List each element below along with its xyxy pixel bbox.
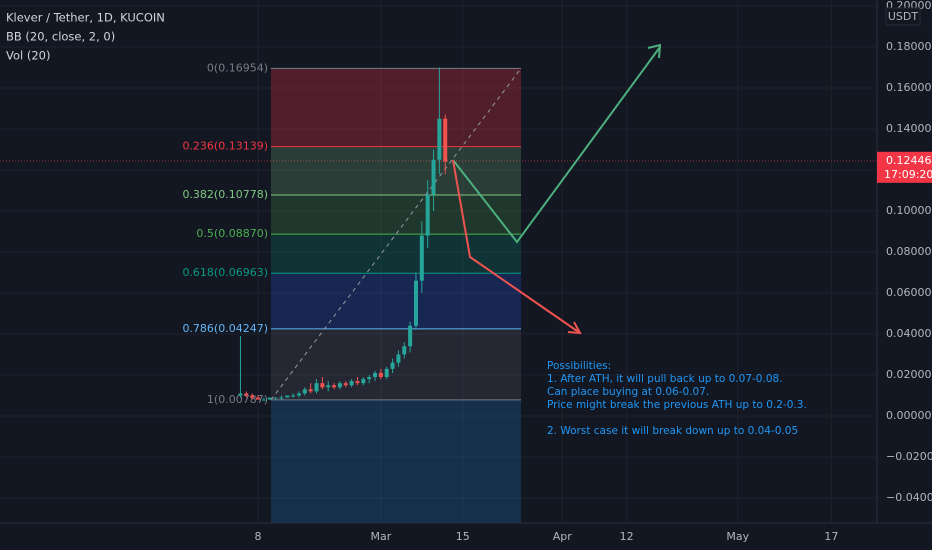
- x-tick-label: May: [726, 530, 749, 543]
- fib-band: [271, 234, 521, 274]
- candle-body: [279, 397, 284, 399]
- countdown: 17:09:20: [884, 168, 932, 181]
- fib-band: [271, 399, 521, 523]
- candle-body: [314, 383, 319, 392]
- y-tick-label: −0.02000: [886, 450, 932, 463]
- candles: [238, 67, 448, 401]
- candle-body: [267, 397, 272, 400]
- annotation-line: 1. After ATH, it will pull back up to 0.…: [547, 373, 783, 385]
- annotation-line: Possibilities:: [547, 360, 611, 372]
- fib-band: [271, 273, 521, 329]
- arrows: [452, 43, 662, 335]
- candle-body: [373, 372, 378, 378]
- candle-body: [308, 389, 313, 392]
- arrow-head: [567, 321, 582, 335]
- annotation-line: Price might break the previous ATH up to…: [547, 399, 807, 411]
- currency-box: [885, 7, 921, 26]
- y-tick-label: 0.16000: [886, 81, 932, 94]
- candle-body: [437, 118, 442, 160]
- candle-body: [425, 194, 430, 236]
- y-tick-label: 0.20000: [886, 0, 932, 12]
- price-axis: [877, 0, 932, 550]
- candle-body: [413, 280, 418, 326]
- x-tick-label: 15: [456, 530, 470, 543]
- candle-body: [332, 385, 337, 388]
- x-tick-label: Mar: [370, 530, 391, 543]
- candle-body: [443, 118, 448, 162]
- y-tick-label: 0.00000: [886, 409, 932, 422]
- y-tick-label: 0.14000: [886, 122, 932, 135]
- candle-body: [355, 381, 360, 384]
- candle-body: [384, 368, 389, 378]
- annotation-line: 2. Worst case it will break down up to 0…: [547, 425, 798, 437]
- arrow-head: [647, 43, 662, 59]
- y-tick-label: 0.08000: [886, 245, 932, 258]
- fib-label: 0(0.16954): [207, 61, 268, 74]
- currency: USDT: [888, 10, 919, 23]
- last-price-label: 0.12446: [886, 154, 932, 167]
- fib-band: [271, 328, 521, 400]
- candle-body: [250, 395, 255, 398]
- fib-label: 0.382(0.10778): [182, 188, 268, 201]
- x-tick-label: 17: [824, 530, 838, 543]
- candle-body: [326, 385, 331, 388]
- candle-body: [320, 383, 325, 388]
- candle-body: [337, 383, 342, 388]
- fib-label: 0.618(0.06963): [182, 266, 268, 279]
- candle-body: [285, 395, 290, 398]
- candle-body: [408, 325, 413, 347]
- bear-path: [452, 159, 581, 334]
- candle-body: [256, 397, 261, 400]
- fib-label: 0.236(0.13139): [182, 140, 268, 153]
- y-tick-label: 0.04000: [886, 327, 932, 340]
- annotation-line: Can place buying at 0.06-0.07.: [547, 386, 709, 398]
- fib-trend: [270, 68, 522, 401]
- grid: [0, 0, 877, 523]
- candle-body: [402, 346, 407, 355]
- y-tick-label: 0.10000: [886, 204, 932, 217]
- candle-body: [238, 393, 243, 396]
- bull-path: [452, 46, 661, 244]
- fib-band: [271, 195, 521, 235]
- y-tick-label: 0.02000: [886, 368, 932, 381]
- candle-body: [390, 362, 395, 369]
- candle-body: [349, 381, 354, 386]
- annotation: Possibilities:1. After ATH, it will pull…: [547, 360, 807, 437]
- indicator-label: Vol (20): [6, 49, 50, 63]
- indicator-label: BB (20, close, 2, 0): [6, 30, 115, 44]
- fib-label: 0.786(0.04247): [182, 322, 268, 335]
- last-price-box: [877, 151, 932, 183]
- candle-body: [431, 159, 436, 195]
- x-tick-label: 12: [620, 530, 634, 543]
- candle-body: [343, 383, 348, 386]
- candle-body: [244, 393, 249, 396]
- candle-body: [419, 235, 424, 281]
- fibonacci: 0(0.16954) 0.236(0.13139) 0.382(0.10778) 0.…: [182, 61, 522, 523]
- candle-body: [296, 393, 301, 396]
- x-tick-label: Apr: [553, 530, 573, 543]
- candle-body: [291, 395, 296, 397]
- candle-body: [396, 354, 401, 363]
- candle-body: [261, 399, 266, 401]
- y-tick-label: 0.18000: [886, 40, 932, 53]
- candle-body: [361, 379, 366, 384]
- candle-body: [273, 397, 278, 399]
- fib-band: [271, 68, 521, 147]
- x-tick-label: 8: [255, 530, 262, 543]
- fib-band: [271, 146, 521, 196]
- fib-label: 0.5(0.08870): [196, 227, 268, 240]
- candle-body: [302, 389, 307, 394]
- candle-body: [378, 372, 383, 378]
- time-axis: [0, 523, 932, 550]
- y-tick-label: 0.06000: [886, 286, 932, 299]
- chart-title: Klever / Tether, 1D, KUCOIN: [6, 11, 165, 25]
- y-tick-label: −0.04000: [886, 491, 932, 504]
- candle-body: [367, 377, 372, 380]
